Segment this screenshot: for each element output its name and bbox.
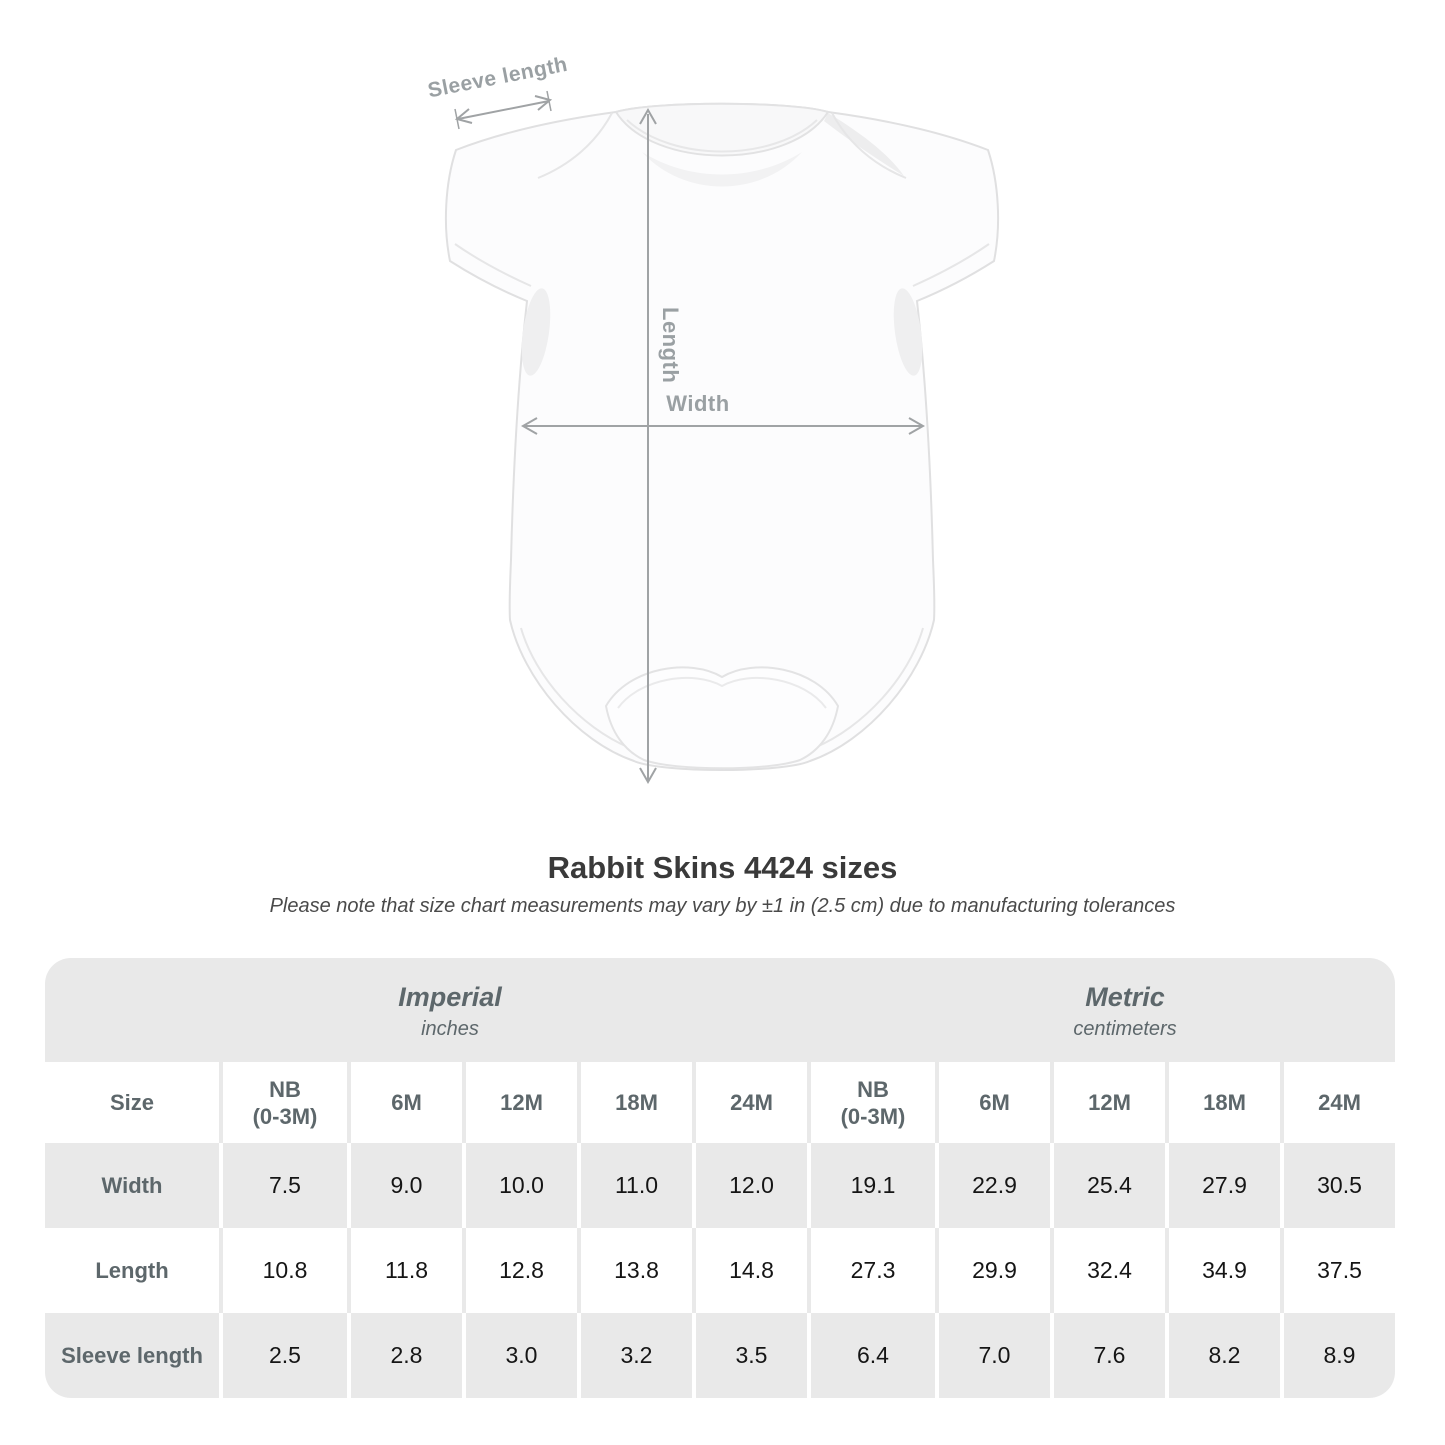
length-label: Length	[658, 307, 683, 383]
table-cell: 7.6	[1050, 1313, 1165, 1398]
table-cell: 11.0	[577, 1143, 692, 1228]
table-cell: 32.4	[1050, 1228, 1165, 1313]
col-header-12m-imperial: 12M	[462, 1062, 577, 1143]
table-cell: 19.1	[807, 1143, 935, 1228]
bodysuit-illustration	[444, 102, 1000, 771]
col-header-18m-metric: 18M	[1165, 1062, 1280, 1143]
col-header-18m-imperial: 18M	[577, 1062, 692, 1143]
table-cell: 3.5	[692, 1313, 807, 1398]
table-cell: 30.5	[1280, 1143, 1395, 1228]
table-cell: 11.8	[347, 1228, 462, 1313]
table-header-row: Size NB (0-3M) 6M 12M 18M 24M NB (0-3M) 6M…	[45, 1062, 1395, 1143]
measurement-arrows	[454, 90, 926, 785]
width-arrow	[520, 417, 926, 435]
right-leg-binding	[813, 627, 924, 749]
unit-banner: Imperial inches Metric centimeters	[45, 958, 1395, 1062]
row-label-sleeve-length: Sleeve length	[61, 1342, 203, 1368]
table-cell: 27.3	[807, 1228, 935, 1313]
right-sleeve-hem	[912, 243, 990, 287]
table-cell: 7.0	[935, 1313, 1050, 1398]
table-cell: 2.5	[219, 1313, 347, 1398]
row-label-length: Length	[95, 1257, 169, 1283]
page-title: Rabbit Skins 4424 sizes	[547, 850, 898, 885]
col-header-nb-metric: NB (0-3M)	[807, 1062, 935, 1143]
table-cell: 29.9	[935, 1228, 1050, 1313]
col-header-24m-metric: 24M	[1280, 1062, 1395, 1143]
table-cell: 13.8	[577, 1228, 692, 1313]
tolerance-note: Please note that size chart measurements…	[269, 895, 1176, 917]
table-cell: 12.8	[462, 1228, 577, 1313]
crotch-flap	[604, 666, 840, 770]
right-lap-seam	[831, 112, 907, 179]
length-arrow	[639, 107, 657, 785]
col-header-6m-imperial: 6M	[347, 1062, 462, 1143]
col-header-6m-metric: 6M	[935, 1062, 1050, 1143]
table-cell: 25.4	[1050, 1143, 1165, 1228]
left-sleeve-hem	[454, 243, 532, 287]
table-cell: 9.0	[347, 1143, 462, 1228]
left-leg-binding	[520, 627, 631, 749]
metric-label: Metric	[1085, 981, 1165, 1012]
table-cell: 34.9	[1165, 1228, 1280, 1313]
table-cell: 7.5	[219, 1143, 347, 1228]
col-header-12m-metric: 12M	[1050, 1062, 1165, 1143]
left-armpit-shadow	[521, 288, 551, 376]
table-cell: 14.8	[692, 1228, 807, 1313]
sleeve-length-arrow	[454, 90, 553, 130]
table-row-sleeve-length: Sleeve length 2.5 2.8 3.0 3.2 3.5 6.4 7.…	[45, 1313, 1395, 1398]
table-cell: 37.5	[1280, 1228, 1395, 1313]
table-cell: 10.8	[219, 1228, 347, 1313]
bodysuit-body	[444, 102, 1000, 771]
table-row-length: Length 10.8 11.8 12.8 13.8 14.8 27.3 29.…	[45, 1228, 1395, 1313]
table-cell: 8.9	[1280, 1313, 1395, 1398]
under-collar-shadow	[642, 152, 802, 187]
col-header-nb-imperial: NB (0-3M)	[219, 1062, 347, 1143]
neck-band-seam	[626, 119, 818, 153]
right-lap-shadow	[824, 113, 904, 176]
table-cell: 10.0	[462, 1143, 577, 1228]
size-header-cell: Size	[109, 1089, 155, 1115]
table-row-width: Width 7.5 9.0 10.0 11.0 12.0 19.1 22.9 2…	[45, 1143, 1395, 1228]
left-lap-seam	[537, 112, 613, 179]
metric-section-header: Metric centimeters	[855, 958, 1395, 1062]
table-cell: 3.0	[462, 1313, 577, 1398]
table-cell: 12.0	[692, 1143, 807, 1228]
width-label: Width	[666, 391, 729, 416]
row-label-width: Width	[101, 1172, 163, 1198]
bodysuit-measurement-diagram: Sleeve length Length Width	[426, 53, 1000, 785]
metric-unit: centimeters	[1073, 1017, 1177, 1040]
table-cell: 3.2	[577, 1313, 692, 1398]
table-cell: 6.4	[807, 1313, 935, 1398]
table-cell: 2.8	[347, 1313, 462, 1398]
table-cell: 8.2	[1165, 1313, 1280, 1398]
imperial-label: Imperial	[398, 981, 502, 1012]
table-cell: 27.9	[1165, 1143, 1280, 1228]
imperial-section-header: Imperial inches	[45, 958, 855, 1062]
col-header-24m-imperial: 24M	[692, 1062, 807, 1143]
neck-band	[614, 102, 830, 157]
imperial-unit: inches	[421, 1017, 479, 1040]
size-chart-table: Imperial inches Metric centimeters Size …	[45, 958, 1395, 1398]
right-armpit-shadow	[893, 288, 923, 376]
crotch-flap-seam	[617, 676, 827, 709]
table-cell: 22.9	[935, 1143, 1050, 1228]
